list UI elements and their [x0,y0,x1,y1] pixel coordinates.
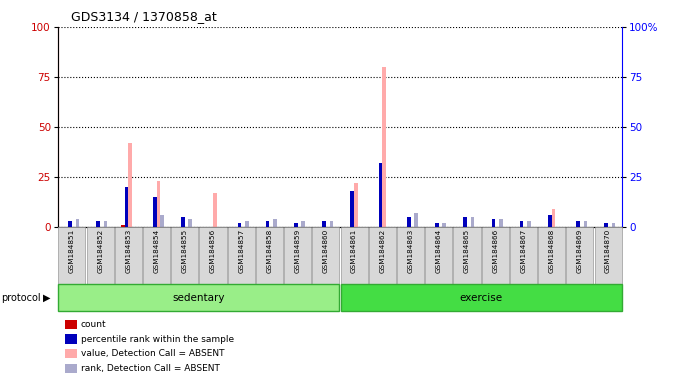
Text: GSM184860: GSM184860 [323,228,329,273]
Bar [350,190,354,227]
Bar [414,213,418,227]
Text: sedentary: sedentary [173,293,225,303]
Bar [171,227,199,284]
Bar [443,223,446,227]
Bar [213,193,217,227]
Bar [153,197,156,227]
Bar [115,227,142,284]
Bar [266,220,269,227]
Bar [121,225,124,227]
Text: GSM184862: GSM184862 [379,228,386,273]
Text: GSM184854: GSM184854 [154,228,160,273]
Text: rank, Detection Call = ABSENT: rank, Detection Call = ABSENT [81,364,220,373]
Bar [143,227,170,284]
Bar [294,223,298,227]
Bar [612,223,615,227]
Text: GSM184869: GSM184869 [577,228,583,273]
Text: exercise: exercise [460,293,503,303]
Text: GSM184856: GSM184856 [210,228,216,273]
Bar [86,227,114,284]
Bar [75,218,80,227]
Text: GSM184851: GSM184851 [69,228,75,273]
Bar [492,218,495,227]
Bar [527,220,531,227]
Text: GSM184866: GSM184866 [492,228,498,273]
Text: GSM184858: GSM184858 [267,228,273,273]
Text: GSM184868: GSM184868 [549,228,555,273]
Bar [322,220,326,227]
Bar [510,227,537,284]
Text: GSM184865: GSM184865 [464,228,470,273]
Bar [273,218,277,227]
Bar [463,217,467,227]
Bar [583,220,588,227]
Bar [499,218,503,227]
Bar [129,143,132,227]
Bar [576,220,580,227]
Bar [58,284,339,311]
Text: GDS3134 / 1370858_at: GDS3134 / 1370858_at [71,10,217,23]
Bar [566,227,594,284]
Bar [341,284,622,311]
Bar [284,227,311,284]
Bar [425,227,452,284]
Text: GSM184857: GSM184857 [238,228,244,273]
Text: GSM184855: GSM184855 [182,228,188,273]
Bar [471,217,475,227]
Bar [97,220,100,227]
Bar [104,220,107,227]
Text: GSM184861: GSM184861 [351,228,357,273]
Bar [237,223,241,227]
Text: value, Detection Call = ABSENT: value, Detection Call = ABSENT [81,349,224,358]
Bar [68,220,72,227]
Bar [594,227,622,284]
Text: GSM184853: GSM184853 [125,228,131,273]
Bar [160,215,164,227]
Bar [341,227,368,284]
Bar [312,227,339,284]
Bar [435,223,439,227]
Bar [454,227,481,284]
Bar [199,227,226,284]
Bar [382,67,386,227]
Bar [58,227,86,284]
Bar [407,217,411,227]
Text: GSM184859: GSM184859 [294,228,301,273]
Bar [605,223,608,227]
Bar [354,183,358,227]
Text: percentile rank within the sample: percentile rank within the sample [81,334,234,344]
Bar [369,227,396,284]
Text: protocol: protocol [1,293,41,303]
Text: ▶: ▶ [43,293,50,303]
Text: GSM184852: GSM184852 [97,228,103,273]
Text: count: count [81,320,107,329]
Bar [379,163,382,227]
Text: GSM184867: GSM184867 [520,228,526,273]
Text: GSM184864: GSM184864 [436,228,442,273]
Bar [538,227,565,284]
Bar [256,227,283,284]
Bar [301,220,305,227]
Bar [397,227,424,284]
Bar [548,215,551,227]
Bar [188,218,192,227]
Bar [124,187,129,227]
Bar [181,217,185,227]
Bar [245,220,249,227]
Bar [551,209,556,227]
Bar [481,227,509,284]
Text: GSM184863: GSM184863 [407,228,413,273]
Text: GSM184870: GSM184870 [605,228,611,273]
Bar [330,220,333,227]
Bar [228,227,255,284]
Bar [156,180,160,227]
Bar [520,220,524,227]
